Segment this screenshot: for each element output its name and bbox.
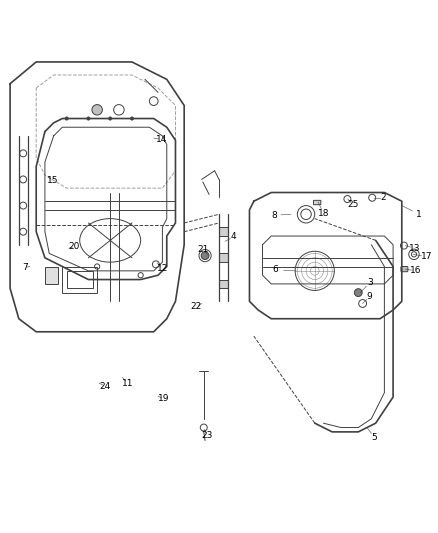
FancyBboxPatch shape [314,200,321,205]
Text: 8: 8 [272,211,278,220]
Text: 14: 14 [156,135,167,144]
Text: 19: 19 [158,394,169,403]
Text: 9: 9 [366,293,372,302]
Text: 17: 17 [421,253,433,261]
Text: 7: 7 [22,263,28,272]
Text: 23: 23 [201,431,212,440]
FancyBboxPatch shape [45,266,58,284]
Text: 12: 12 [157,264,168,273]
Circle shape [109,117,112,120]
Text: 21: 21 [198,246,209,254]
FancyBboxPatch shape [401,266,408,272]
Text: 5: 5 [371,433,377,442]
Circle shape [354,289,362,296]
Text: 13: 13 [409,244,420,253]
Circle shape [87,117,90,120]
Text: 24: 24 [99,382,111,391]
Circle shape [65,117,68,120]
Text: 3: 3 [367,278,373,287]
Text: 11: 11 [122,378,133,387]
Text: 1: 1 [417,210,422,219]
FancyBboxPatch shape [219,254,228,262]
Circle shape [92,104,102,115]
Text: 6: 6 [273,265,279,274]
Text: 15: 15 [47,176,59,185]
FancyBboxPatch shape [219,228,228,236]
Text: 22: 22 [191,302,202,311]
Text: 4: 4 [231,232,237,241]
Text: 16: 16 [410,266,421,276]
Circle shape [130,117,134,120]
Text: 18: 18 [318,209,329,218]
FancyBboxPatch shape [219,279,228,288]
Circle shape [201,252,209,260]
Text: 2: 2 [381,193,386,202]
Text: 20: 20 [69,243,80,252]
Text: 25: 25 [347,200,359,209]
